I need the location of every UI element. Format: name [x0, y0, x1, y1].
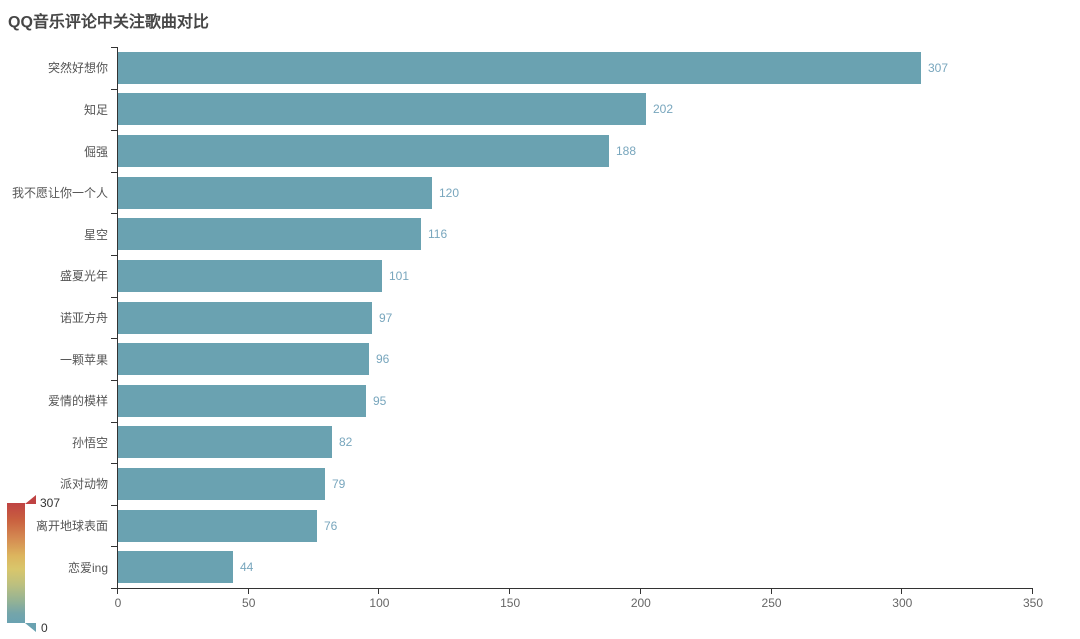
bar: [118, 343, 369, 376]
bar: [118, 384, 366, 417]
category-label: 诺亚方舟: [59, 310, 108, 325]
category-label: 星空: [83, 227, 108, 242]
visualmap-max-label: 307: [40, 496, 61, 510]
category-label: 派对动物: [59, 477, 108, 492]
x-axis-tick-label: 250: [761, 596, 782, 610]
x-axis-tick: [509, 589, 510, 594]
x-axis-tick-label: 300: [892, 596, 913, 610]
visualmap-min-handle-icon[interactable]: [25, 623, 36, 632]
chart-title: QQ音乐评论中关注歌曲对比: [8, 14, 209, 31]
bar-value-label: 76: [324, 518, 338, 533]
category-label: 恋爱ing: [67, 560, 108, 575]
bar-value-label: 116: [428, 227, 448, 242]
y-axis-tick: [111, 47, 117, 48]
x-axis-tick-label: 0: [114, 596, 122, 610]
bar: [118, 218, 421, 251]
bar: [118, 301, 372, 334]
y-axis-tick: [111, 297, 117, 298]
category-label: 离开地球表面: [35, 519, 108, 534]
category-label: 一颗苹果: [59, 352, 108, 367]
y-axis-tick: [111, 588, 117, 589]
x-axis-tick-label: 150: [500, 596, 521, 610]
y-axis-tick: [111, 505, 117, 506]
bar-value-label: 307: [928, 60, 949, 75]
bar: [118, 135, 609, 168]
bar: [118, 509, 317, 542]
y-axis-line: [117, 47, 118, 589]
y-axis-tick: [111, 89, 117, 90]
x-axis-tick: [1032, 589, 1033, 594]
bar-value-label: 95: [373, 393, 387, 408]
bar-value-label: 96: [376, 352, 390, 367]
category-label: 爱情的模样: [47, 394, 108, 409]
category-label: 知足: [83, 102, 108, 117]
bar-value-label: 120: [439, 185, 460, 200]
bar-value-label: 202: [653, 102, 674, 117]
bar-value-label: 188: [616, 144, 637, 159]
bar: [118, 176, 432, 209]
category-label: 我不愿让你一个人: [11, 186, 108, 201]
x-axis-tick: [901, 589, 902, 594]
y-axis-tick: [111, 255, 117, 256]
visualmap-gradient-bar: [7, 503, 25, 623]
bar: [118, 467, 325, 500]
y-axis-tick: [111, 130, 117, 131]
x-axis-tick-label: 50: [242, 596, 256, 610]
bar-value-label: 97: [379, 310, 393, 325]
bar: [118, 93, 646, 126]
x-axis-tick-label: 200: [630, 596, 651, 610]
bar-value-label: 79: [332, 476, 346, 491]
x-axis-tick: [378, 589, 379, 594]
y-axis-tick: [111, 338, 117, 339]
x-axis-tick: [117, 589, 118, 594]
x-axis-tick-label: 100: [369, 596, 390, 610]
category-label: 倔强: [83, 144, 108, 159]
bar: [118, 551, 233, 584]
bar-value-label: 44: [240, 560, 254, 575]
x-axis-tick: [771, 589, 772, 594]
y-axis-tick: [111, 463, 117, 464]
y-axis-tick: [111, 172, 117, 173]
x-axis-tick: [640, 589, 641, 594]
x-axis-tick-label: 350: [1022, 596, 1044, 610]
y-axis-tick: [111, 546, 117, 547]
y-axis-tick: [111, 380, 117, 381]
bar: [118, 426, 332, 459]
visualmap-min-label: 0: [41, 621, 48, 635]
bar: [118, 51, 921, 84]
category-label: 盛夏光年: [59, 269, 108, 284]
x-axis-line: [117, 588, 1033, 589]
y-axis-tick: [111, 422, 117, 423]
bar-value-label: 82: [339, 435, 353, 450]
category-label: 孙悟空: [71, 435, 108, 450]
visualmap-max-handle-icon[interactable]: [25, 495, 36, 504]
bar-value-label: 101: [389, 268, 410, 283]
y-axis-tick: [111, 213, 117, 214]
category-label: 突然好想你: [47, 61, 108, 76]
bar: [118, 259, 382, 292]
x-axis-tick: [248, 589, 249, 594]
